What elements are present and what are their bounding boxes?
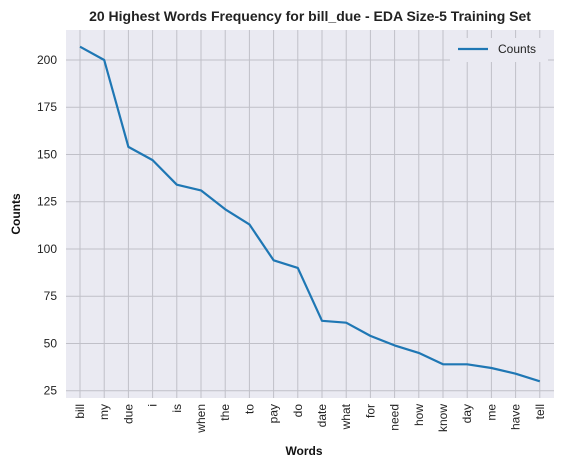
y-axis-label: Counts — [9, 193, 23, 235]
y-tick-label: 50 — [44, 336, 58, 350]
y-tick-label: 75 — [44, 289, 58, 303]
x-tick-label: day — [460, 404, 474, 423]
x-tick-labels: bill my due i is when the to pay do date what for nee… — [73, 403, 547, 433]
legend-label-counts: Counts — [498, 42, 536, 56]
plot-area — [66, 30, 554, 398]
x-tick-label: have — [509, 404, 523, 430]
x-tick-label: date — [315, 404, 329, 428]
x-tick-label: need — [388, 404, 402, 431]
y-tick-label: 150 — [37, 147, 57, 161]
x-tick-label: pay — [267, 404, 281, 423]
x-tick-label: i — [146, 404, 160, 407]
y-tick-label: 125 — [37, 195, 57, 209]
x-tick-label: due — [121, 404, 135, 424]
x-tick-label: to — [242, 404, 256, 414]
x-tick-label: for — [363, 404, 377, 418]
y-tick-labels: 25 50 75 100 125 150 175 200 — [37, 53, 57, 398]
legend: Counts — [450, 38, 548, 62]
series-line-counts — [79, 45, 541, 383]
x-tick-label: the — [218, 404, 232, 421]
x-axis-label: Words — [285, 444, 322, 458]
grid-lines — [66, 30, 554, 398]
x-tick-label: do — [291, 404, 305, 418]
x-tick-label: know — [436, 404, 450, 432]
x-tick-label: tell — [533, 404, 547, 419]
chart-title: 20 Highest Words Frequency for bill_due … — [89, 8, 531, 24]
y-tick-label: 200 — [37, 53, 57, 67]
y-tick-label: 25 — [44, 384, 58, 398]
x-tick-label: me — [484, 404, 498, 421]
x-tick-label: what — [339, 403, 353, 430]
y-tick-label: 175 — [37, 100, 57, 114]
x-tick-label: when — [194, 404, 208, 434]
x-tick-label: is — [170, 404, 184, 413]
x-tick-label: my — [97, 404, 111, 420]
x-tick-label: bill — [73, 404, 87, 419]
y-tick-label: 100 — [37, 242, 57, 256]
x-tick-label: how — [412, 404, 426, 426]
